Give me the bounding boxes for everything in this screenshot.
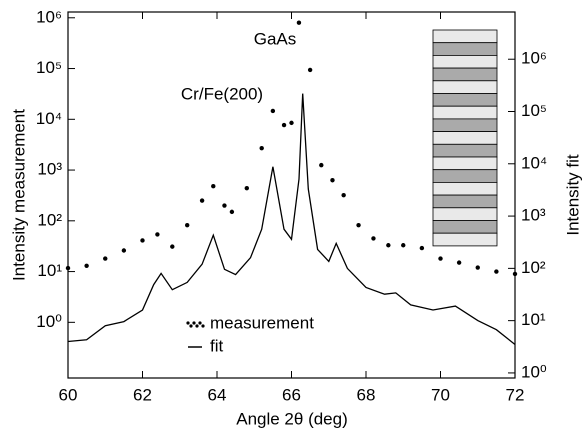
x-tick-label: 60 xyxy=(59,385,78,404)
y-tick-label: 10⁵ xyxy=(36,58,62,77)
inset-layer xyxy=(432,29,498,44)
measurement-point xyxy=(155,232,160,237)
measurement-point xyxy=(289,120,294,126)
inset-layer xyxy=(432,93,498,107)
inset-layer xyxy=(432,169,498,183)
measurement-point xyxy=(211,184,216,189)
measurement-point xyxy=(319,162,324,168)
inset-layer xyxy=(432,232,498,247)
y-tick-label: 10⁴ xyxy=(36,109,62,128)
legend-label: fit xyxy=(210,336,224,355)
y2-axis-label: Intensity fit xyxy=(563,154,582,236)
measurement-point xyxy=(438,256,443,261)
x-tick-label: 70 xyxy=(431,385,450,404)
inset-layer xyxy=(432,207,498,221)
measurement-point xyxy=(456,260,462,265)
y2-tick-label: 10⁰ xyxy=(521,362,547,381)
x-tick-label: 72 xyxy=(506,385,525,404)
measurement-point xyxy=(65,265,71,271)
measurement-point xyxy=(475,265,480,270)
measurement-point xyxy=(419,245,425,251)
y2-tick-label: 10² xyxy=(521,258,546,277)
measurement-point xyxy=(401,243,406,248)
measurement-point xyxy=(140,238,145,243)
measurement-point xyxy=(371,236,376,241)
inset-layer xyxy=(432,118,498,133)
legend-symbol xyxy=(198,321,202,325)
inset-layer xyxy=(432,143,498,158)
legend-label: measurement xyxy=(210,313,314,332)
measurement-point xyxy=(330,178,335,183)
y-tick-label: 10² xyxy=(37,210,62,229)
measurement-point xyxy=(84,263,89,268)
legend-symbol xyxy=(192,321,196,325)
annotation: GaAs xyxy=(254,29,297,48)
measurement-point xyxy=(170,244,175,249)
y2-tick-label: 10⁶ xyxy=(521,49,547,68)
measurement-point xyxy=(199,198,205,203)
legend-symbol xyxy=(201,324,205,328)
x-tick-label: 64 xyxy=(208,385,227,404)
inset-layer xyxy=(432,105,498,120)
inset-layer xyxy=(432,131,498,145)
measurement-point xyxy=(341,192,346,198)
measurement-point xyxy=(229,209,235,215)
fit-line xyxy=(67,93,516,346)
y-axis-label: Intensity measurement xyxy=(9,109,28,281)
y-tick-label: 10³ xyxy=(37,160,62,179)
measurement-point xyxy=(270,108,276,114)
inset-layer xyxy=(432,67,498,82)
measurement-point xyxy=(356,222,361,228)
legend-symbol xyxy=(195,324,199,328)
inset-layer xyxy=(432,156,498,171)
measurement-point xyxy=(185,222,190,228)
inset-layer xyxy=(432,55,498,69)
measurement-point xyxy=(296,20,302,25)
measurement-point xyxy=(121,248,127,253)
inset-layer xyxy=(432,181,498,196)
x-axis-label: Angle 2θ (deg) xyxy=(236,409,348,428)
measurement-point xyxy=(222,203,227,208)
annotation: Cr/Fe(200) xyxy=(181,84,263,103)
y2-tick-label: 10³ xyxy=(521,206,546,225)
measurement-point xyxy=(103,256,108,261)
y-tick-label: 10⁰ xyxy=(36,312,62,331)
x-tick-label: 68 xyxy=(357,385,376,404)
y-tick-label: 10¹ xyxy=(37,261,62,280)
measurement-point xyxy=(494,269,499,274)
inset-layer xyxy=(432,80,498,94)
measurement-point xyxy=(307,67,313,73)
y2-tick-label: 10⁴ xyxy=(521,153,547,172)
y-tick-label: 10⁶ xyxy=(36,7,62,26)
x-tick-label: 66 xyxy=(282,385,301,404)
legend-symbol xyxy=(186,321,190,325)
measurement-point xyxy=(259,145,264,151)
measurement-point xyxy=(281,122,287,128)
y2-tick-label: 10¹ xyxy=(521,310,546,329)
measurement-point xyxy=(512,271,518,277)
inset-layer xyxy=(432,42,498,56)
measurement-point xyxy=(386,243,391,248)
x-tick-label: 62 xyxy=(133,385,152,404)
inset-layer xyxy=(432,194,498,209)
y2-tick-label: 10⁵ xyxy=(521,101,547,120)
legend-symbol xyxy=(189,324,193,328)
measurement-point xyxy=(244,185,249,191)
inset-layer xyxy=(432,220,498,234)
